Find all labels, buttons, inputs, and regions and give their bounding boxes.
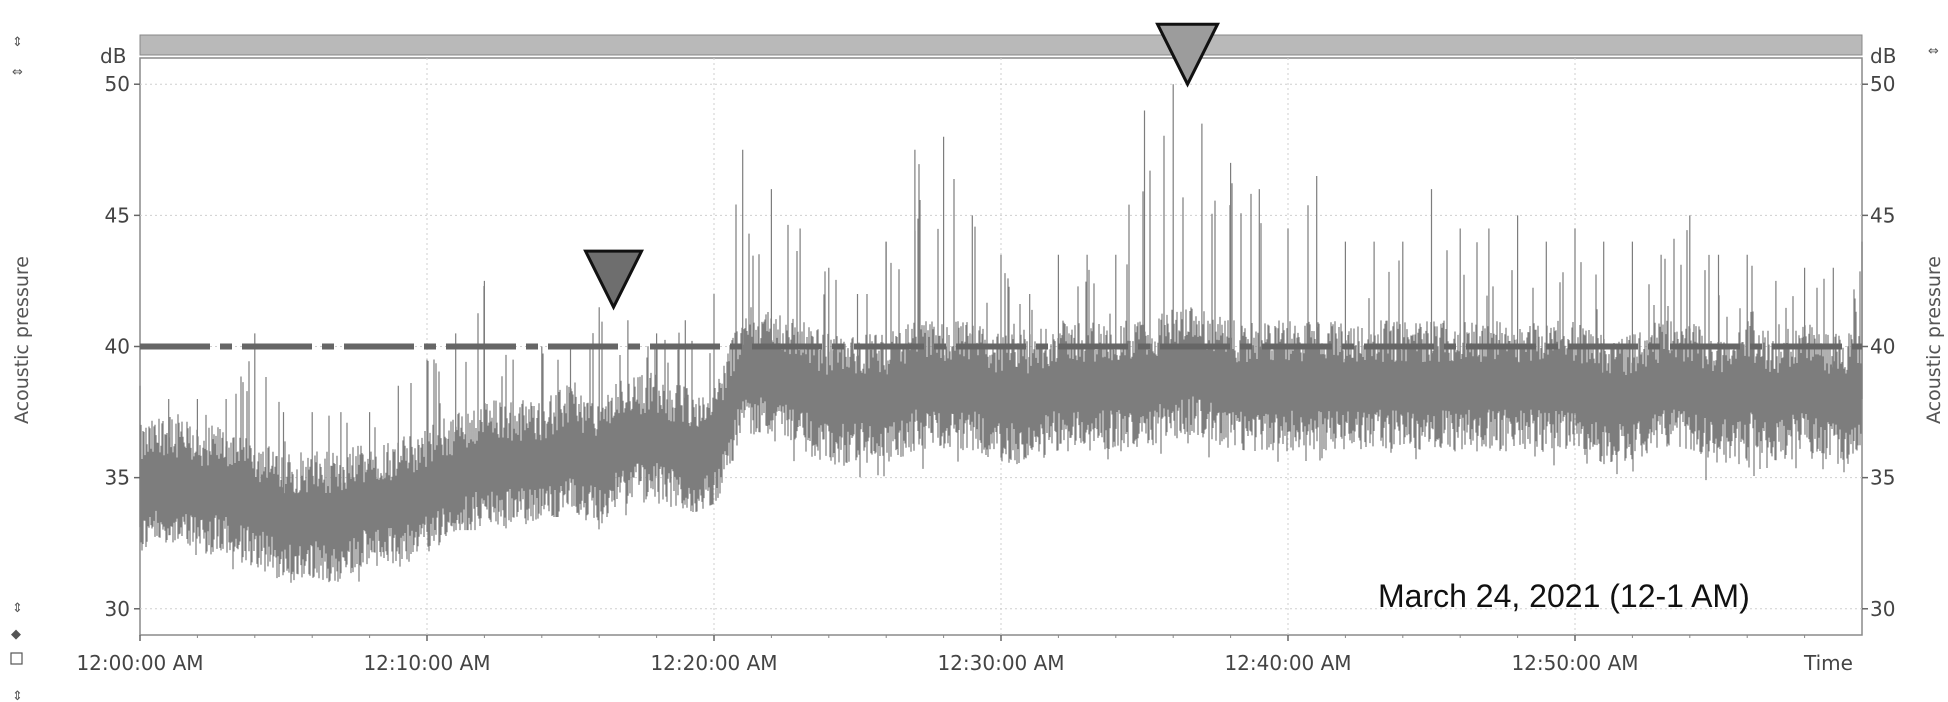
pin-icon[interactable]: ◆ [11, 627, 21, 642]
acoustic-pressure-series [139, 84, 1863, 583]
event-marker-icon [583, 249, 644, 311]
left-unit-label: dB [100, 44, 126, 68]
y-tick-label: 35 [1870, 466, 1895, 490]
y-tick-label: 35 [105, 466, 130, 490]
right-unit-label: dB [1870, 44, 1896, 68]
y-tick-label: 30 [105, 597, 130, 621]
event-marker-icon [1155, 22, 1220, 88]
left-y-axis-title: Acoustic pressure [11, 256, 33, 424]
x-axis-title: Time [1803, 651, 1853, 675]
zoom-handle-icon[interactable]: ⇕ [12, 689, 23, 702]
x-tick-label: 12:20:00 AM [650, 651, 777, 675]
checkbox-icon[interactable] [10, 652, 23, 665]
zoom-handle-icon[interactable]: ⇕ [12, 35, 23, 50]
x-tick-label: 12:00:00 AM [76, 651, 203, 675]
right-y-axis-title: Acoustic pressure [1923, 256, 1945, 424]
bottom-left-controls[interactable]: ⇕ ◆ ⇕ [10, 601, 23, 702]
top-scrollbar[interactable] [139, 34, 1863, 56]
y-tick-label: 50 [105, 72, 130, 96]
x-tick-label: 12:10:00 AM [363, 651, 490, 675]
y-tick-label: 45 [105, 203, 130, 227]
y-tick-label: 40 [105, 335, 130, 359]
x-tick-label: 12:40:00 AM [1224, 651, 1351, 675]
left-zoom-controls[interactable]: ⇕ ⇔ [12, 35, 23, 80]
date-annotation: March 24, 2021 (12-1 AM) [1378, 578, 1750, 614]
signal-band [139, 84, 1863, 583]
right-zoom-controls[interactable]: ⇔ [1928, 44, 1939, 59]
axes-group: 30 30 35 35 40 40 45 45 50 50 12:00:00 AM 12:10:00 … [76, 72, 1895, 675]
zoom-handle-icon[interactable]: ⇕ [12, 601, 23, 616]
y-tick-label: 30 [1870, 597, 1895, 621]
y-tick-label: 40 [1870, 335, 1895, 359]
x-tick-label: 12:30:00 AM [937, 651, 1064, 675]
x-tick-label: 12:50:00 AM [1511, 651, 1638, 675]
y-tick-label: 45 [1870, 203, 1895, 227]
zoom-handle-icon[interactable]: ⇔ [1928, 44, 1939, 59]
zoom-handle-icon[interactable]: ⇔ [12, 65, 23, 80]
y-tick-label: 50 [1870, 72, 1895, 96]
markers-group [583, 22, 1220, 311]
